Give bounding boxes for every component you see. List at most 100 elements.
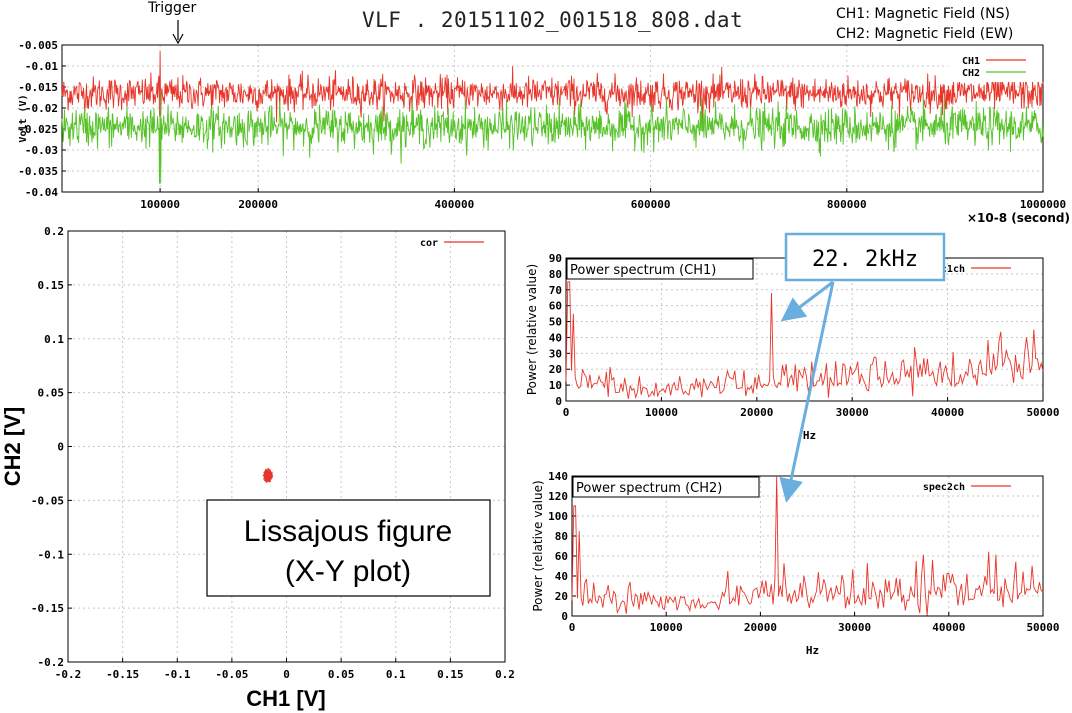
lissajous-annotation-line2: (X-Y plot) [285, 555, 411, 588]
grid [67, 230, 506, 663]
y-tick-label: 70 [549, 284, 562, 297]
spectrum-title-box: Power spectrum (CH2) [572, 476, 760, 498]
x-axis-label: Hz [806, 644, 819, 657]
x-axis-label: Hz [803, 429, 816, 442]
waveform-plot: 100000 200000 400000 600000 800000 1000000 -0.… [18, 39, 1070, 225]
spectrum-title-box: Power spectrum (CH1) [566, 258, 754, 280]
ch1-description: CH1: Magnetic Field (NS) [836, 6, 1010, 22]
plot-frame [67, 230, 506, 663]
series-cor [262, 467, 274, 484]
y-tick-label: 40 [555, 570, 568, 583]
x-tick-label: 20000 [744, 621, 777, 634]
x-tick-label: 800000 [827, 198, 867, 211]
x-axis-unit: ×10-8 (second) [967, 211, 1070, 225]
spectrum-ch2-plot: 0 10000 20000 30000 40000 50000 0 20 40 60 80 100 12… [531, 470, 1060, 657]
ch2-description: CH2: Magnetic Field (EW) [836, 26, 1014, 42]
x-tick-label: 200000 [238, 198, 278, 211]
x-tick-label: -0.1 [164, 668, 191, 681]
y-tick-label: 0 [561, 610, 568, 623]
y-tick-label: 20 [555, 590, 568, 603]
x-tick-label: 0.15 [437, 668, 464, 681]
page-title: VLF . 20151102_001518_808.dat [362, 8, 744, 32]
y-tick-label: 0.05 [38, 387, 65, 400]
y-tick-label: -0.01 [25, 60, 58, 73]
spectrum-title: Power spectrum (CH2) [576, 481, 722, 496]
x-tick-label: 1000000 [1020, 198, 1066, 211]
y-tick-label: -0.02 [25, 102, 58, 115]
y-tick-label: 90 [549, 252, 562, 265]
x-tick-label: 50000 [1026, 621, 1059, 634]
peak-arrow-ch1 [780, 280, 834, 322]
plot-frame [61, 44, 1044, 193]
y-axis-label: Power (relative value) [525, 264, 539, 395]
y-tick-label: -0.2 [38, 656, 65, 669]
y-tick-label: 0 [57, 441, 64, 454]
legend-label: CH1 [962, 56, 980, 67]
x-tick-label: 20000 [740, 406, 773, 419]
x-tick-label: 0.2 [495, 668, 515, 681]
title-frame [566, 258, 754, 280]
y-axis-label: CH2 [V] [0, 407, 25, 486]
y-tick-label: 30 [549, 347, 562, 360]
y-tick-label: 80 [555, 530, 568, 543]
legend-bg [948, 52, 1042, 82]
x-tick-label: 0 [563, 406, 570, 419]
y-axis-label: Volt (V) [18, 94, 29, 142]
peak-arrow-ch2 [779, 281, 835, 503]
plot-frame [571, 475, 1044, 617]
y-tick-label: 60 [549, 300, 562, 313]
lissajous-plot: -0.2 -0.15 -0.1 -0.05 0 0.05 0.1 0.15 0.2 0.2 0.15… [0, 225, 515, 711]
x-tick-label: 40000 [932, 621, 965, 634]
x-tick-label: 0.1 [386, 668, 406, 681]
header: Trigger VLF . 20151102_001518_808.dat CH… [0, 0, 1072, 50]
y-tick-label: -0.1 [38, 548, 65, 561]
legend-label: cor [420, 238, 438, 249]
trigger-label: Trigger [148, 0, 197, 16]
spectrum-title: Power spectrum (CH1) [570, 263, 716, 278]
x-axis-label: CH1 [V] [246, 686, 325, 711]
y-tick-label: 120 [548, 490, 568, 503]
y-tick-label: 80 [549, 268, 562, 281]
title-frame [572, 476, 760, 498]
trigger-arrow-head [172, 33, 184, 45]
y-tick-label: 60 [555, 550, 568, 563]
y-tick-label: 140 [548, 470, 568, 483]
y-tick-label: 40 [549, 331, 562, 344]
y-tick-label: -0.025 [18, 123, 58, 136]
x-tick-label: -0.05 [215, 668, 248, 681]
series-ch2 [61, 91, 1044, 184]
y-tick-label: 0.15 [38, 279, 65, 292]
legend-label: CH2 [962, 68, 980, 79]
y-tick-label: -0.015 [18, 81, 58, 94]
y-tick-label: -0.005 [18, 39, 58, 52]
series-spec1ch [565, 281, 1044, 400]
peak-label: 22. 2kHz [812, 247, 918, 272]
x-tick-label: 10000 [645, 406, 678, 419]
y-tick-label: -0.05 [31, 494, 64, 507]
x-tick-label: -0.15 [106, 668, 139, 681]
x-tick-label: 40000 [931, 406, 964, 419]
peak-label-box [784, 232, 946, 282]
y-tick-label: -0.035 [18, 165, 58, 178]
y-tick-label: 10 [549, 379, 562, 392]
x-tick-label: 0 [569, 621, 576, 634]
y-tick-label: -0.15 [31, 602, 64, 615]
lissajous-annotation-line1: Lissajous figure [244, 515, 452, 548]
x-tick-label: 30000 [836, 406, 869, 419]
y-axis-label: Power (relative value) [531, 480, 545, 611]
x-tick-label: 0 [283, 668, 290, 681]
x-tick-label: -0.2 [55, 668, 82, 681]
series-spec2ch [571, 475, 1044, 616]
x-tick-label: 30000 [838, 621, 871, 634]
x-tick-label: 400000 [435, 198, 475, 211]
x-tick-label: 600000 [631, 198, 671, 211]
x-tick-label: 100000 [140, 198, 180, 211]
x-tick-label: 0.05 [328, 668, 355, 681]
y-tick-label: 50 [549, 316, 562, 329]
x-tick-label: 10000 [650, 621, 683, 634]
y-tick-label: 100 [548, 510, 568, 523]
y-tick-label: 0.1 [44, 333, 64, 346]
y-tick-label: -0.04 [25, 186, 58, 199]
